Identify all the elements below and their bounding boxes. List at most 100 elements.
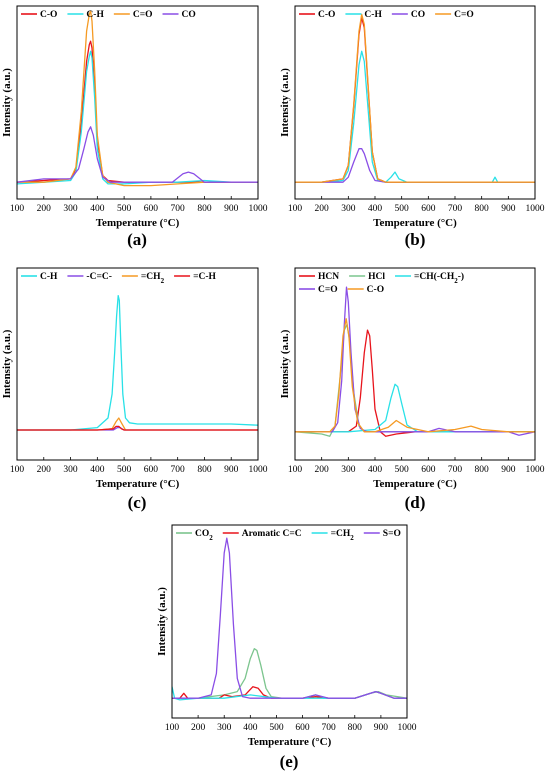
x-axis-label: Temperature (°C): [96, 478, 180, 490]
x-tick-label: 400: [90, 204, 105, 214]
plot-frame: [171, 524, 408, 719]
x-axis-label: Temperature (°C): [373, 217, 457, 229]
x-tick-label: 600: [421, 465, 436, 475]
x-tick-label: 300: [63, 204, 78, 214]
x-tick-label: 200: [191, 723, 206, 733]
legend-entry: C=O: [318, 285, 338, 295]
series-line: [295, 318, 535, 433]
series-line: [295, 323, 535, 437]
x-tick-label: 700: [171, 465, 186, 475]
x-tick-label: 300: [341, 465, 356, 475]
x-tick-label: 1000: [249, 465, 268, 475]
chart-panel-4: 100 200 300 400 500 600 700 800 900 1000 Temperatu…: [279, 267, 545, 512]
x-tick-label: 900: [224, 204, 239, 214]
series-line: [295, 13, 535, 183]
plot-frame: [294, 267, 536, 461]
x-tick-label: 900: [224, 465, 239, 475]
x-tick-label: 900: [501, 204, 516, 214]
x-tick-label: 300: [217, 723, 232, 733]
x-tick-label: 900: [374, 723, 389, 733]
legend-entry: CO2: [195, 529, 213, 542]
series-line: [17, 126, 258, 183]
series-line: [17, 425, 258, 431]
chart-panel-3: 100 200 300 400 500 600 700 800 900 1000 Temperatu…: [1, 267, 268, 512]
x-tick-label: 600: [295, 723, 310, 733]
series-line: [17, 40, 258, 183]
legend-entry: Aromatic C=C: [242, 529, 302, 539]
series-line: [295, 329, 535, 437]
panel-label: (b): [405, 230, 426, 249]
legend-entry: C=O: [454, 10, 474, 20]
series-line: [172, 537, 407, 699]
series-line: [295, 148, 535, 183]
series-line: [295, 383, 535, 433]
legend: CO2 Aromatic C=C =CH2 S=O: [176, 529, 401, 542]
x-axis-label: Temperature (°C): [373, 478, 457, 490]
legend-entry: =CH2: [141, 272, 165, 285]
x-tick-label: 600: [144, 204, 159, 214]
legend-entry: HCl: [368, 272, 385, 282]
chart-panel-1: 100 200 300 400 500 600 700 800 900 1000 Temperatu…: [1, 5, 268, 249]
legend-entry: C-O: [367, 285, 384, 295]
x-tick-label: 100: [165, 723, 180, 733]
panel-label: (d): [405, 493, 426, 512]
x-tick-label: 300: [341, 204, 356, 214]
x-tick-label: 100: [10, 465, 25, 475]
x-axis-label: Temperature (°C): [96, 217, 180, 229]
series-line: [17, 50, 258, 185]
panel-label: (a): [127, 230, 147, 249]
legend: C-H -C=C- =CH2 =C-H: [21, 272, 217, 285]
x-tick-label: 200: [37, 204, 52, 214]
legend-entry: S=O: [383, 529, 401, 539]
x-tick-label: 500: [117, 204, 132, 214]
panel-label: (e): [280, 752, 299, 771]
x-tick-label: 400: [90, 465, 105, 475]
y-axis-label: Intensity (a.u.): [156, 587, 168, 656]
x-tick-label: 200: [315, 465, 330, 475]
legend-entry: CO: [182, 10, 196, 20]
legend-entry: =CH(-CH2-): [414, 271, 464, 285]
x-tick-label: 500: [117, 465, 132, 475]
legend-entry: C=O: [133, 10, 153, 20]
x-tick-label: 800: [197, 465, 212, 475]
series-line: [172, 648, 407, 699]
x-tick-label: 800: [197, 204, 212, 214]
x-tick-label: 500: [395, 204, 410, 214]
x-tick-label: 400: [368, 204, 383, 214]
x-tick-label: 200: [315, 204, 330, 214]
x-tick-label: 500: [269, 723, 284, 733]
series-line: [17, 294, 258, 431]
x-tick-label: 700: [448, 204, 463, 214]
x-tick-label: 100: [288, 204, 303, 214]
y-axis-label: Intensity (a.u.): [1, 68, 13, 137]
legend: C-O C-H C=O CO: [21, 10, 196, 20]
x-tick-label: 1000: [526, 204, 545, 214]
x-tick-label: 400: [368, 465, 383, 475]
x-tick-label: 800: [475, 465, 490, 475]
legend-entry: HCN: [318, 272, 339, 282]
x-tick-label: 1000: [526, 465, 545, 475]
legend-entry: =C-H: [193, 272, 216, 282]
x-tick-label: 700: [171, 204, 186, 214]
x-tick-label: 500: [395, 465, 410, 475]
x-tick-label: 700: [322, 723, 337, 733]
legend-entry: =CH2: [331, 529, 355, 542]
x-tick-label: 1000: [398, 723, 417, 733]
x-tick-label: 100: [10, 204, 25, 214]
x-axis-label: Temperature (°C): [248, 736, 332, 748]
chart-panel-2: 100 200 300 400 500 600 700 800 900 1000 Temperatu…: [279, 5, 545, 249]
series-line: [295, 17, 535, 183]
series-line: [295, 286, 535, 436]
legend-entry: C-H: [40, 272, 58, 282]
legend-entry: C-O: [40, 10, 57, 20]
plot-frame: [16, 267, 259, 461]
plot-frame: [294, 5, 536, 200]
x-tick-label: 200: [37, 465, 52, 475]
x-tick-label: 600: [421, 204, 436, 214]
x-tick-label: 400: [243, 723, 258, 733]
x-tick-label: 700: [448, 465, 463, 475]
plot-frame: [16, 5, 259, 200]
x-tick-label: 1000: [249, 204, 268, 214]
legend-entry: C-H: [364, 10, 382, 20]
